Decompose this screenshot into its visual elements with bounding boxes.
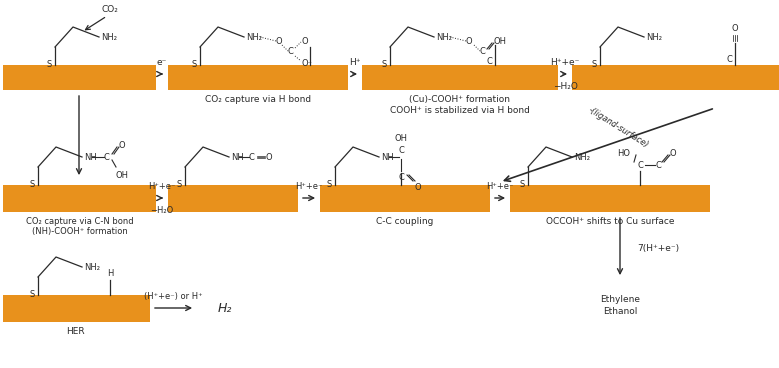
Text: H⁺+e⁻: H⁺+e⁻ (486, 182, 513, 191)
Text: C: C (656, 160, 662, 170)
Text: H⁺+e⁻: H⁺+e⁻ (295, 182, 323, 191)
Text: O: O (119, 141, 125, 149)
Text: e⁻: e⁻ (157, 58, 167, 67)
Text: H⁺+e⁻: H⁺+e⁻ (148, 182, 176, 191)
Text: OH: OH (394, 134, 407, 143)
Text: NH₂: NH₂ (646, 32, 662, 42)
Text: S: S (192, 60, 197, 69)
Text: C: C (726, 55, 732, 64)
Text: O: O (466, 36, 473, 46)
Text: 7(H⁺+e⁻): 7(H⁺+e⁻) (637, 244, 679, 252)
Text: OCCOH⁺ shifts to Cu surface: OCCOH⁺ shifts to Cu surface (546, 217, 675, 226)
Text: C: C (103, 152, 109, 162)
Text: O: O (415, 183, 421, 192)
Bar (572, 65, 779, 90)
Text: S: S (47, 60, 52, 69)
Text: H: H (107, 269, 113, 278)
Text: NH: NH (84, 152, 97, 162)
Text: COOH⁺ is stabilized via H bond: COOH⁺ is stabilized via H bond (390, 106, 530, 115)
Text: S: S (592, 60, 597, 69)
Text: S: S (177, 180, 182, 189)
Text: C-C coupling: C-C coupling (376, 217, 434, 226)
Bar (3, 65, 156, 90)
Text: HER: HER (65, 327, 84, 336)
Text: (NH)-COOH⁺ formation: (NH)-COOH⁺ formation (32, 227, 128, 236)
Text: NH₂: NH₂ (101, 32, 117, 42)
Text: −H₂O: −H₂O (150, 206, 174, 215)
Bar (168, 65, 348, 90)
Text: NH: NH (231, 152, 244, 162)
Text: NH: NH (381, 152, 393, 162)
Text: C: C (398, 146, 404, 155)
Bar (168, 185, 298, 212)
Text: O: O (266, 152, 273, 162)
Text: NH₂: NH₂ (436, 32, 452, 42)
Text: HO: HO (617, 149, 630, 158)
Bar (320, 185, 490, 212)
Text: Ethylene
Ethanol: Ethylene Ethanol (600, 295, 640, 316)
Text: O: O (302, 36, 308, 46)
Text: -(ligand-surface): -(ligand-surface) (587, 106, 650, 150)
Text: NH₂: NH₂ (574, 152, 590, 162)
Text: S: S (382, 60, 387, 69)
Text: C: C (637, 160, 643, 170)
Text: OH: OH (116, 171, 129, 180)
Text: O: O (670, 149, 677, 158)
Bar (510, 185, 710, 212)
Text: NH₂: NH₂ (84, 262, 100, 272)
Text: O: O (731, 24, 738, 33)
Text: S: S (326, 180, 332, 189)
Bar (362, 65, 558, 90)
Text: C: C (480, 46, 486, 56)
Text: H⁺+e⁻: H⁺+e⁻ (550, 58, 580, 67)
Bar (3, 295, 150, 322)
Text: (Cu)-COOH⁺ formation: (Cu)-COOH⁺ formation (410, 95, 510, 104)
Text: OH: OH (494, 38, 507, 46)
Text: C: C (486, 57, 492, 66)
Text: S: S (30, 290, 35, 299)
Text: C: C (248, 152, 254, 162)
Text: CO₂: CO₂ (101, 5, 118, 14)
Text: H⁺: H⁺ (349, 58, 361, 67)
Text: −H₂O: −H₂O (552, 82, 577, 91)
Text: C: C (398, 173, 404, 182)
Text: CO₂ capture via C-N bond: CO₂ capture via C-N bond (26, 217, 134, 226)
Text: CO₂ capture via H bond: CO₂ capture via H bond (205, 95, 311, 104)
Bar (3, 185, 156, 212)
Text: S: S (30, 180, 35, 189)
Text: S: S (520, 180, 525, 189)
Text: (H⁺+e⁻) or H⁺: (H⁺+e⁻) or H⁺ (144, 292, 203, 301)
Text: O⁻: O⁻ (302, 59, 313, 67)
Text: H₂: H₂ (218, 301, 232, 315)
Text: O: O (276, 36, 283, 46)
Text: NH₂: NH₂ (246, 32, 262, 42)
Text: C: C (288, 46, 294, 56)
